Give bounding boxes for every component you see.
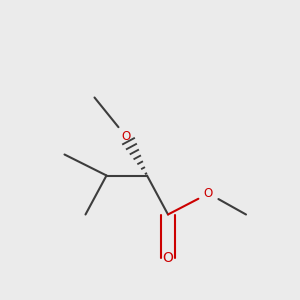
Text: O: O [122, 130, 130, 143]
Text: O: O [163, 251, 173, 265]
Text: O: O [204, 187, 213, 200]
